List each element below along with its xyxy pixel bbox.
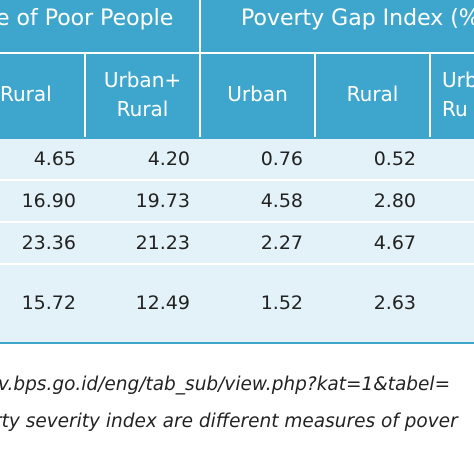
cell-gap-rural: 2.80 bbox=[373, 190, 416, 212]
column-header-separator bbox=[429, 54, 431, 137]
cell-gap-rural: 4.67 bbox=[373, 232, 416, 254]
column-header-rural: Rural bbox=[0, 52, 60, 137]
group-header-poor-people: e of Poor People bbox=[0, 6, 174, 31]
cell-rural: 15.72 bbox=[21, 292, 76, 314]
column-header-gap-urban-label: Urban bbox=[227, 82, 288, 106]
column-header-separator bbox=[84, 54, 86, 137]
cell-urban-rural: 12.49 bbox=[135, 292, 190, 314]
cell-urban-rural: 21.23 bbox=[135, 232, 190, 254]
definition-note: rty severity index are different measure… bbox=[0, 411, 458, 432]
column-header-urban-rural-line1: Urban+ bbox=[103, 67, 182, 92]
cell-rural: 16.90 bbox=[21, 190, 76, 212]
cell-gap-rural: 2.63 bbox=[373, 292, 416, 314]
table-row: 16.90 19.73 4.58 2.80 bbox=[0, 181, 474, 221]
column-header-gap-urban-rural-line1: Urb bbox=[442, 67, 474, 92]
cell-gap-urban: 2.27 bbox=[260, 232, 303, 254]
column-header-gap-urban-rural: Urb Ru bbox=[442, 52, 474, 137]
cell-urban-rural: 4.20 bbox=[147, 148, 190, 170]
table-row: 4.65 4.20 0.76 0.52 bbox=[0, 139, 474, 179]
group-header-poverty-gap: Poverty Gap Index (% bbox=[241, 6, 474, 31]
table-row: 23.36 21.23 2.27 4.67 bbox=[0, 223, 474, 263]
column-header-urban-rural: Urban+ Rural bbox=[86, 52, 199, 137]
table-bottom-rule bbox=[0, 342, 474, 344]
column-header-gap-urban: Urban bbox=[201, 52, 314, 137]
cell-gap-urban: 1.52 bbox=[260, 292, 303, 314]
column-header-urban-rural-line2: Rural bbox=[116, 96, 169, 121]
column-header-gap-urban-rural-line2: Ru bbox=[442, 96, 468, 121]
source-note: v.bps.go.id/eng/tab_sub/view.php?kat=1&t… bbox=[0, 374, 451, 395]
cell-rural: 23.36 bbox=[21, 232, 76, 254]
column-header-separator bbox=[199, 54, 201, 137]
column-header-band bbox=[0, 52, 474, 139]
cell-gap-urban: 4.58 bbox=[260, 190, 303, 212]
row-divider bbox=[0, 221, 474, 223]
row-divider bbox=[0, 263, 474, 265]
table-row: 15.72 12.49 1.52 2.63 bbox=[0, 265, 474, 342]
column-header-separator bbox=[314, 54, 316, 137]
row-divider bbox=[0, 179, 474, 181]
cell-urban-rural: 19.73 bbox=[135, 190, 190, 212]
cell-rural: 4.65 bbox=[33, 148, 76, 170]
cell-gap-rural: 0.52 bbox=[373, 148, 416, 170]
column-header-gap-rural-label: Rural bbox=[346, 82, 399, 106]
group-header-band bbox=[0, 0, 474, 52]
group-header-separator bbox=[199, 0, 201, 52]
column-header-rural-label: Rural bbox=[0, 82, 52, 106]
cell-gap-urban: 0.76 bbox=[260, 148, 303, 170]
column-header-gap-rural: Rural bbox=[316, 52, 429, 137]
